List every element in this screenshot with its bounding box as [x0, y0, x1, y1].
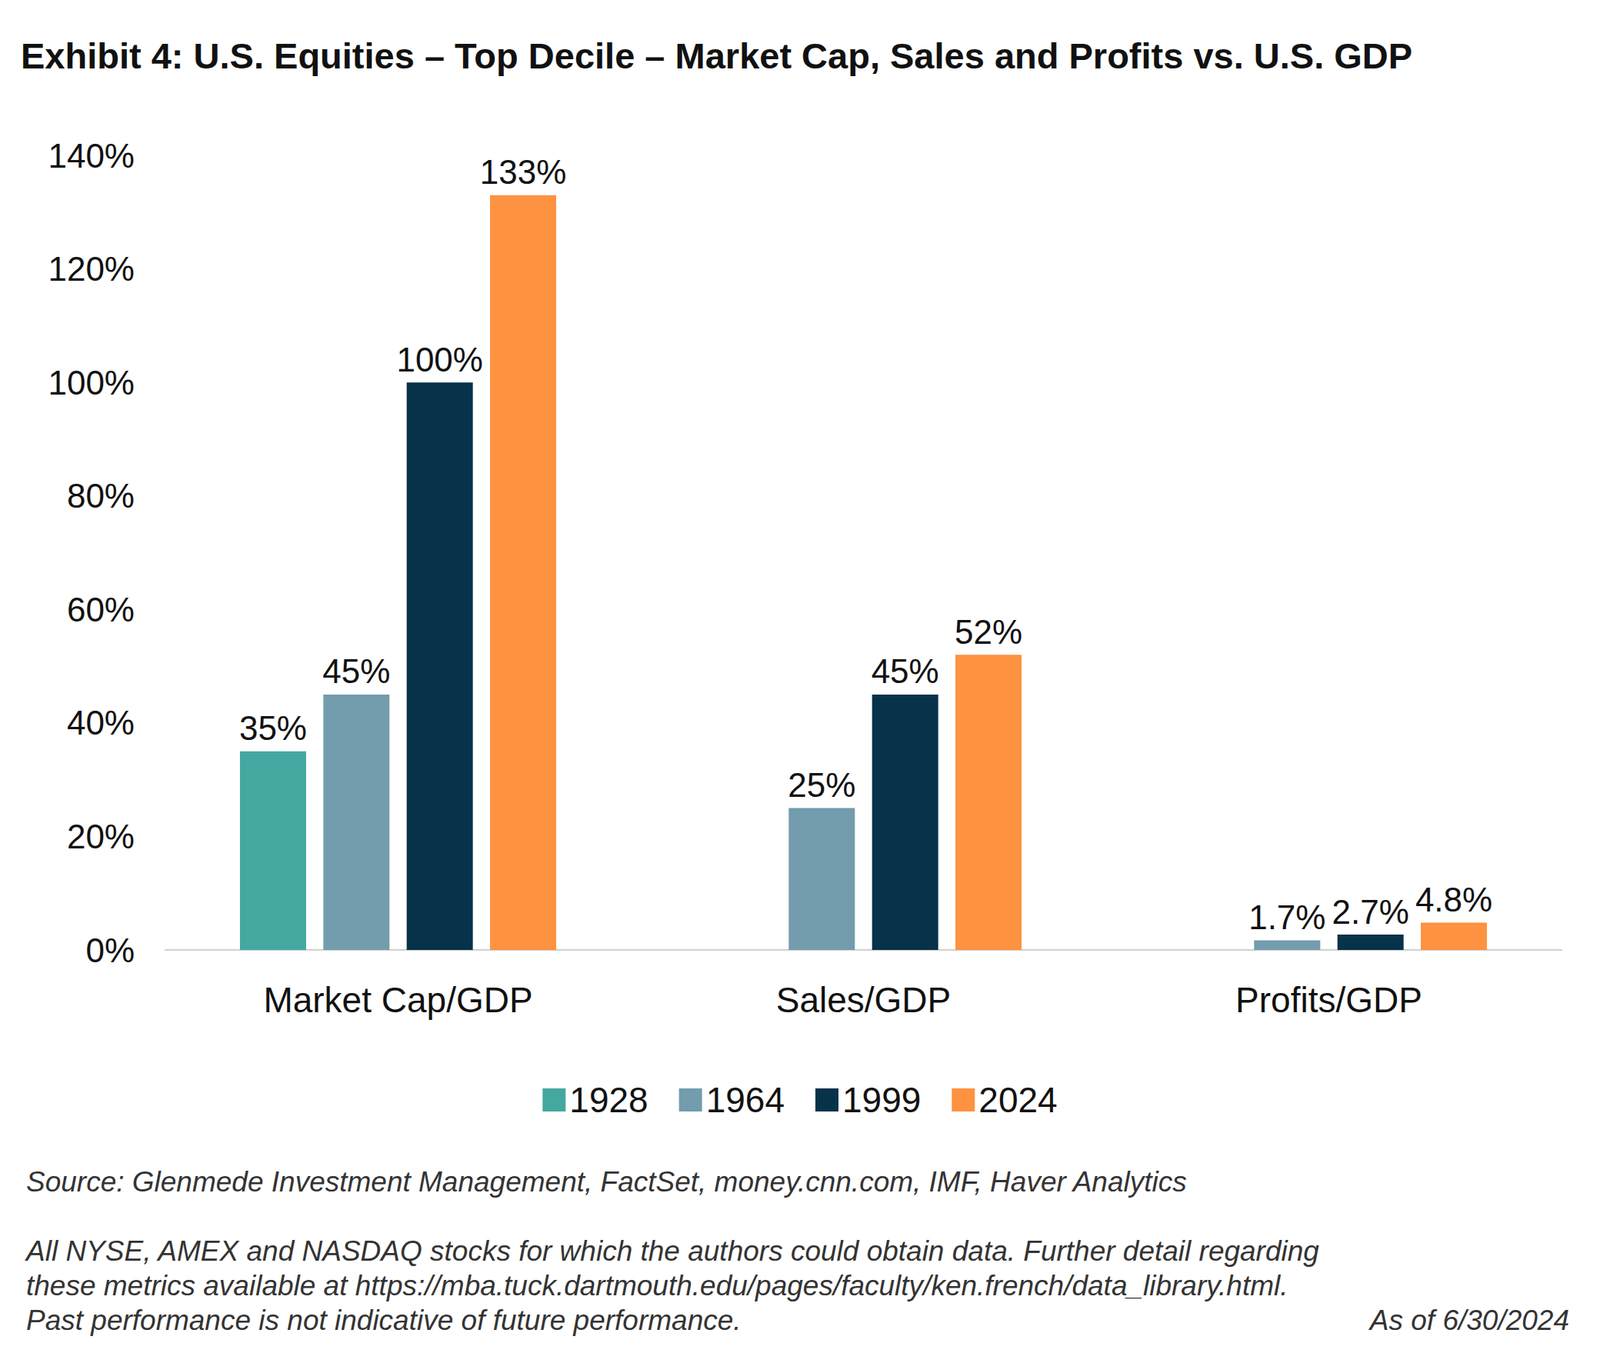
svg-text:100%: 100% [47, 363, 135, 402]
svg-text:45%: 45% [871, 652, 940, 690]
svg-text:these metrics available at htt: these metrics available at https://mba.t… [26, 1270, 1288, 1302]
svg-text:100%: 100% [396, 340, 484, 379]
svg-text:Profits/GDP: Profits/GDP [1235, 980, 1423, 1020]
svg-text:Sales/GDP: Sales/GDP [776, 980, 952, 1020]
svg-text:120%: 120% [47, 250, 135, 288]
svg-text:140%: 140% [47, 136, 135, 175]
svg-text:52%: 52% [954, 613, 1023, 651]
svg-text:60%: 60% [66, 590, 135, 629]
svg-text:4.8%: 4.8% [1415, 880, 1493, 919]
svg-text:Exhibit 4: U.S. Equities – Top: Exhibit 4: U.S. Equities – Top Decile – … [20, 35, 1413, 77]
svg-text:2024: 2024 [978, 1080, 1057, 1120]
svg-text:1999: 1999 [842, 1080, 921, 1120]
svg-text:1928: 1928 [569, 1080, 648, 1120]
svg-text:All NYSE, AMEX and NASDAQ stoc: All NYSE, AMEX and NASDAQ stocks for whi… [24, 1235, 1320, 1267]
svg-text:133%: 133% [480, 153, 567, 191]
svg-text:0%: 0% [85, 931, 135, 970]
svg-text:1964: 1964 [706, 1080, 785, 1120]
svg-text:Past performance is not indica: Past performance is not indicative of fu… [26, 1304, 742, 1337]
svg-text:Market Cap/GDP: Market Cap/GDP [263, 980, 533, 1020]
svg-text:Source: Glenmede Investment Ma: Source: Glenmede Investment Management, … [26, 1166, 1187, 1198]
svg-text:25%: 25% [787, 766, 856, 804]
svg-text:2.7%: 2.7% [1332, 893, 1410, 931]
svg-text:35%: 35% [239, 709, 307, 747]
svg-text:40%: 40% [66, 703, 135, 742]
svg-text:1.7%: 1.7% [1248, 898, 1326, 937]
svg-text:45%: 45% [322, 652, 390, 690]
svg-text:As of 6/30/2024: As of 6/30/2024 [1368, 1304, 1570, 1337]
svg-text:80%: 80% [66, 476, 135, 515]
svg-text:20%: 20% [66, 817, 135, 856]
